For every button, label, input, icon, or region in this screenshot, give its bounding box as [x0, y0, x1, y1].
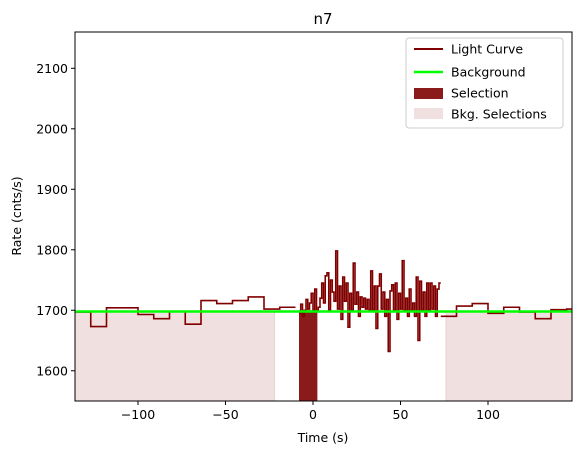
bkg-selection-region-0 — [75, 311, 275, 401]
x-axis-title: Time (s) — [297, 430, 349, 445]
legend-swatch-bkg-selections — [414, 108, 443, 119]
y-tick-label: 1700 — [36, 303, 68, 318]
y-tick-label: 2000 — [36, 121, 68, 136]
legend-label-selection: Selection — [451, 86, 509, 101]
x-tick-label: 0 — [309, 407, 317, 422]
bkg-selection-region-1 — [445, 311, 572, 401]
x-tick-label: 50 — [393, 407, 409, 422]
x-tick-label: 100 — [476, 407, 500, 422]
plot-frame — [74, 31, 573, 402]
legend: Light Curve Background Selection Bkg. Se… — [405, 37, 564, 129]
y-tick-label: 2100 — [36, 61, 68, 76]
source-selection-region — [299, 310, 318, 401]
x-tick-label: −100 — [121, 407, 155, 422]
legend-box — [405, 37, 564, 129]
light-curve-post-segment — [440, 302, 572, 320]
y-axis-title: Rate (cnts/s) — [9, 176, 24, 255]
y-tick-label: 1600 — [36, 363, 68, 378]
legend-label-bkg-selections: Bkg. Selections — [451, 107, 547, 122]
x-tick-label: −50 — [212, 407, 238, 422]
y-axis: 1600 1700 1800 1900 2000 2100 — [36, 61, 75, 378]
legend-label-light-curve: Light Curve — [451, 42, 523, 57]
x-axis: −100 −50 0 50 100 — [121, 401, 500, 422]
chart-title: n7 — [313, 10, 332, 28]
y-tick-label: 1800 — [36, 242, 68, 257]
legend-swatch-selection — [414, 88, 443, 99]
plot-content — [75, 250, 572, 401]
light-curve-pre-segment — [75, 296, 296, 328]
y-tick-label: 1900 — [36, 182, 68, 197]
legend-label-background: Background — [451, 65, 526, 80]
